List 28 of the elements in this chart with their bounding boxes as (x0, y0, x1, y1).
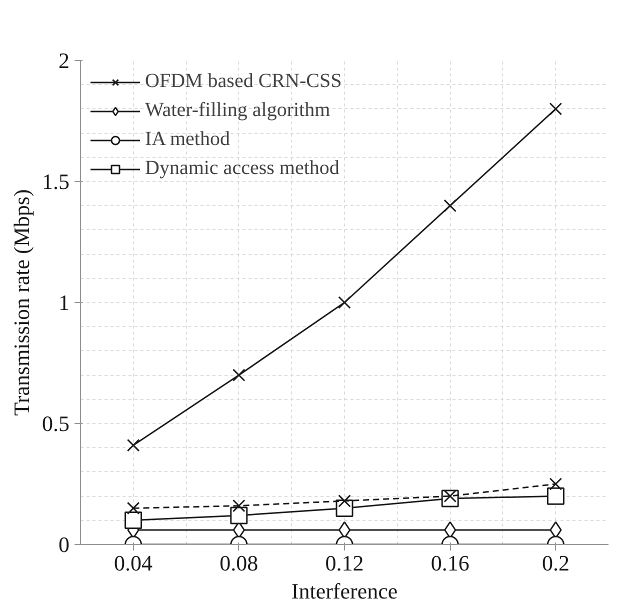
point (232, 368, 246, 382)
y-tick-label: 0.5 (42, 411, 70, 436)
point (126, 502, 140, 515)
point (444, 199, 457, 212)
point (546, 487, 564, 505)
legend-label: Dynamic access method (145, 157, 340, 180)
point (126, 438, 140, 452)
point (338, 296, 351, 309)
x-tick-label: 0.16 (430, 550, 470, 576)
point (124, 512, 142, 530)
y-tick-label: 2 (58, 48, 70, 73)
x-tick-label: 0.2 (542, 550, 570, 576)
x-tick-label: 0.12 (325, 550, 364, 576)
y-tick-label: 1.5 (42, 169, 70, 194)
y-tick-label: 1 (58, 290, 70, 315)
legend-label: OFDM based CRN-CSS (145, 70, 342, 93)
point (338, 494, 351, 508)
point (230, 506, 248, 524)
x-tick-label: 0.08 (220, 550, 258, 576)
point (549, 102, 562, 116)
y-axis-title: Transmission rate (Mbps) (9, 189, 34, 416)
y-tick-label: 0 (58, 532, 70, 557)
x-axis-title: Interference (291, 578, 398, 604)
point (549, 478, 562, 490)
legend-label: Water-filling algorithm (145, 99, 330, 122)
x-tick-label: 0.04 (114, 550, 153, 576)
legend-label: IA method (145, 128, 230, 151)
point (232, 499, 246, 512)
